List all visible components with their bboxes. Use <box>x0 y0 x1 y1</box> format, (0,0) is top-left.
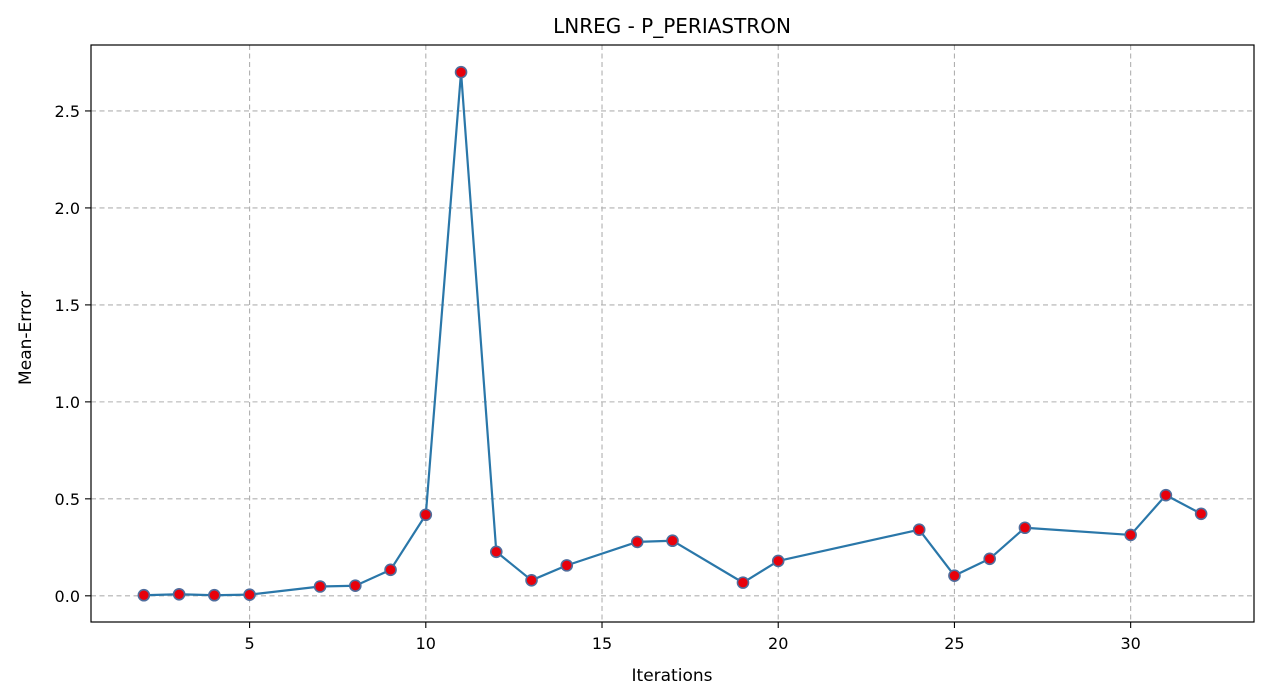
data-point <box>313 580 327 593</box>
y-tick-label: 1.0 <box>55 393 80 412</box>
y-tick-label: 0.0 <box>55 587 80 606</box>
data-point <box>525 574 538 587</box>
data-point <box>489 545 503 559</box>
x-tick-label: 30 <box>1120 634 1140 653</box>
data-point <box>384 563 397 577</box>
x-tick-label: 15 <box>592 634 612 653</box>
y-tick-label: 0.5 <box>55 490 80 509</box>
data-point <box>983 552 996 566</box>
y-tick-label: 2.0 <box>55 199 80 218</box>
data-point <box>1018 521 1032 535</box>
data-point <box>630 535 644 549</box>
y-tick-label: 1.5 <box>55 296 80 315</box>
x-tick-label: 20 <box>768 634 788 653</box>
plot-frame <box>90 44 1255 623</box>
data-point <box>1194 507 1208 521</box>
data-point <box>1124 528 1137 542</box>
data-point <box>912 523 926 536</box>
ticks: 5 10 15 20 25 30 0.0 0.5 1.0 1.5 2.0 2.5 <box>55 102 1141 653</box>
x-tick-label: 25 <box>944 634 964 653</box>
data-point <box>243 588 256 601</box>
data-point <box>948 569 961 582</box>
data-point <box>454 65 468 79</box>
data-point <box>349 579 362 593</box>
grid <box>91 45 1254 622</box>
data-point <box>172 587 186 601</box>
data-point <box>208 588 221 602</box>
data-point <box>1159 488 1173 502</box>
y-axis-label: Mean-Error <box>16 291 36 385</box>
chart-title: LNREG - P_PERIASTRON <box>553 14 791 38</box>
data-point <box>419 508 433 522</box>
y-tick-label: 2.5 <box>55 102 80 121</box>
data-point <box>560 559 574 572</box>
series-layer <box>137 65 1208 602</box>
data-point <box>771 554 785 568</box>
data-point <box>137 588 151 602</box>
data-point <box>736 576 750 589</box>
data-point <box>666 534 679 548</box>
x-tick-label: 5 <box>244 634 254 653</box>
x-axis-label: Iterations <box>632 666 713 686</box>
x-tick-label: 10 <box>416 634 436 653</box>
series-line <box>143 71 1202 597</box>
